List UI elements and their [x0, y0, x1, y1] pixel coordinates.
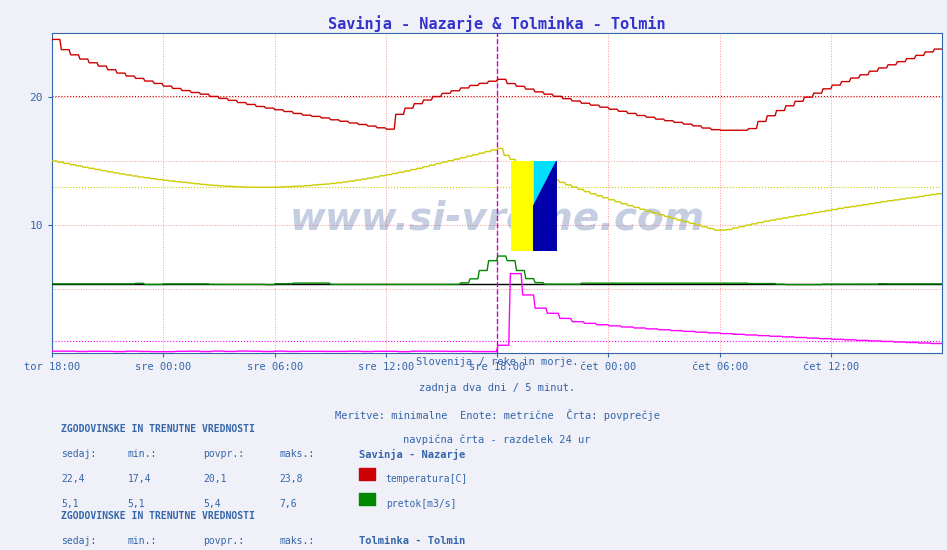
FancyBboxPatch shape: [359, 468, 375, 480]
Text: zadnja dva dni / 5 minut.: zadnja dva dni / 5 minut.: [420, 383, 575, 393]
Text: maks.:: maks.:: [279, 536, 314, 546]
Text: Tolminka - Tolmin: Tolminka - Tolmin: [359, 536, 465, 546]
Text: navpična črta - razdelek 24 ur: navpična črta - razdelek 24 ur: [403, 435, 591, 446]
Text: Savinja - Nazarje: Savinja - Nazarje: [359, 449, 465, 460]
FancyBboxPatch shape: [359, 493, 375, 505]
Text: 23,8: 23,8: [279, 474, 303, 484]
Text: 7,6: 7,6: [279, 499, 296, 509]
Text: ZGODOVINSKE IN TRENUTNE VREDNOSTI: ZGODOVINSKE IN TRENUTNE VREDNOSTI: [61, 511, 255, 521]
Text: 20,1: 20,1: [204, 474, 227, 484]
Text: ZGODOVINSKE IN TRENUTNE VREDNOSTI: ZGODOVINSKE IN TRENUTNE VREDNOSTI: [61, 424, 255, 433]
Text: povpr.:: povpr.:: [204, 449, 244, 459]
Text: pretok[m3/s]: pretok[m3/s]: [386, 499, 456, 509]
Title: Savinja - Nazarje & Tolminka - Tolmin: Savinja - Nazarje & Tolminka - Tolmin: [329, 15, 666, 32]
Text: min.:: min.:: [128, 536, 157, 546]
Text: sedaj:: sedaj:: [61, 449, 97, 459]
Text: sedaj:: sedaj:: [61, 536, 97, 546]
Text: 5,4: 5,4: [204, 499, 221, 509]
Text: 5,1: 5,1: [61, 499, 79, 509]
Text: www.si-vreme.com: www.si-vreme.com: [290, 200, 705, 238]
Text: 5,1: 5,1: [128, 499, 146, 509]
Text: Slovenija / reke in morje.: Slovenija / reke in morje.: [416, 357, 579, 367]
Text: maks.:: maks.:: [279, 449, 314, 459]
Text: temperatura[C]: temperatura[C]: [386, 474, 468, 484]
Text: min.:: min.:: [128, 449, 157, 459]
Text: Meritve: minimalne  Enote: metrične  Črta: povprečje: Meritve: minimalne Enote: metrične Črta:…: [334, 409, 660, 421]
Text: 22,4: 22,4: [61, 474, 84, 484]
Text: 17,4: 17,4: [128, 474, 152, 484]
Text: povpr.:: povpr.:: [204, 536, 244, 546]
